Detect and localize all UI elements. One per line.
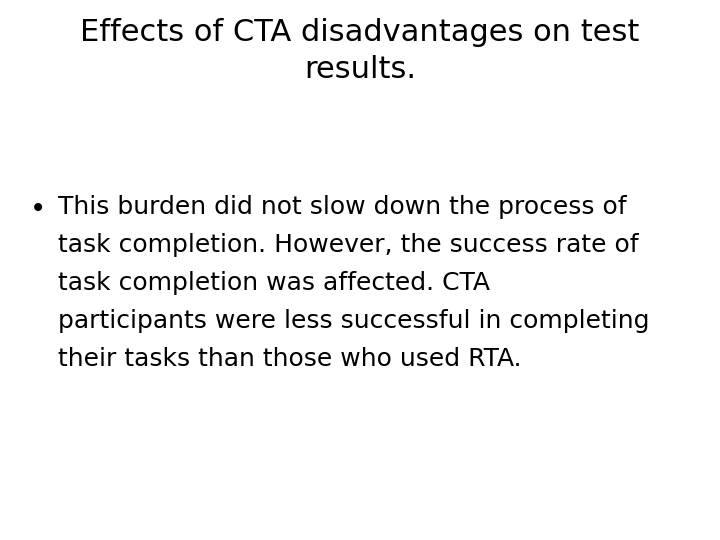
Text: their tasks than those who used RTA.: their tasks than those who used RTA. (58, 347, 521, 371)
Text: task completion. However, the success rate of: task completion. However, the success ra… (58, 233, 639, 257)
Text: participants were less successful in completing: participants were less successful in com… (58, 309, 649, 333)
Text: task completion was affected. CTA: task completion was affected. CTA (58, 271, 490, 295)
Text: •: • (30, 195, 46, 223)
Text: This burden did not slow down the process of: This burden did not slow down the proces… (58, 195, 626, 219)
Text: Effects of CTA disadvantages on test
results.: Effects of CTA disadvantages on test res… (81, 18, 639, 84)
